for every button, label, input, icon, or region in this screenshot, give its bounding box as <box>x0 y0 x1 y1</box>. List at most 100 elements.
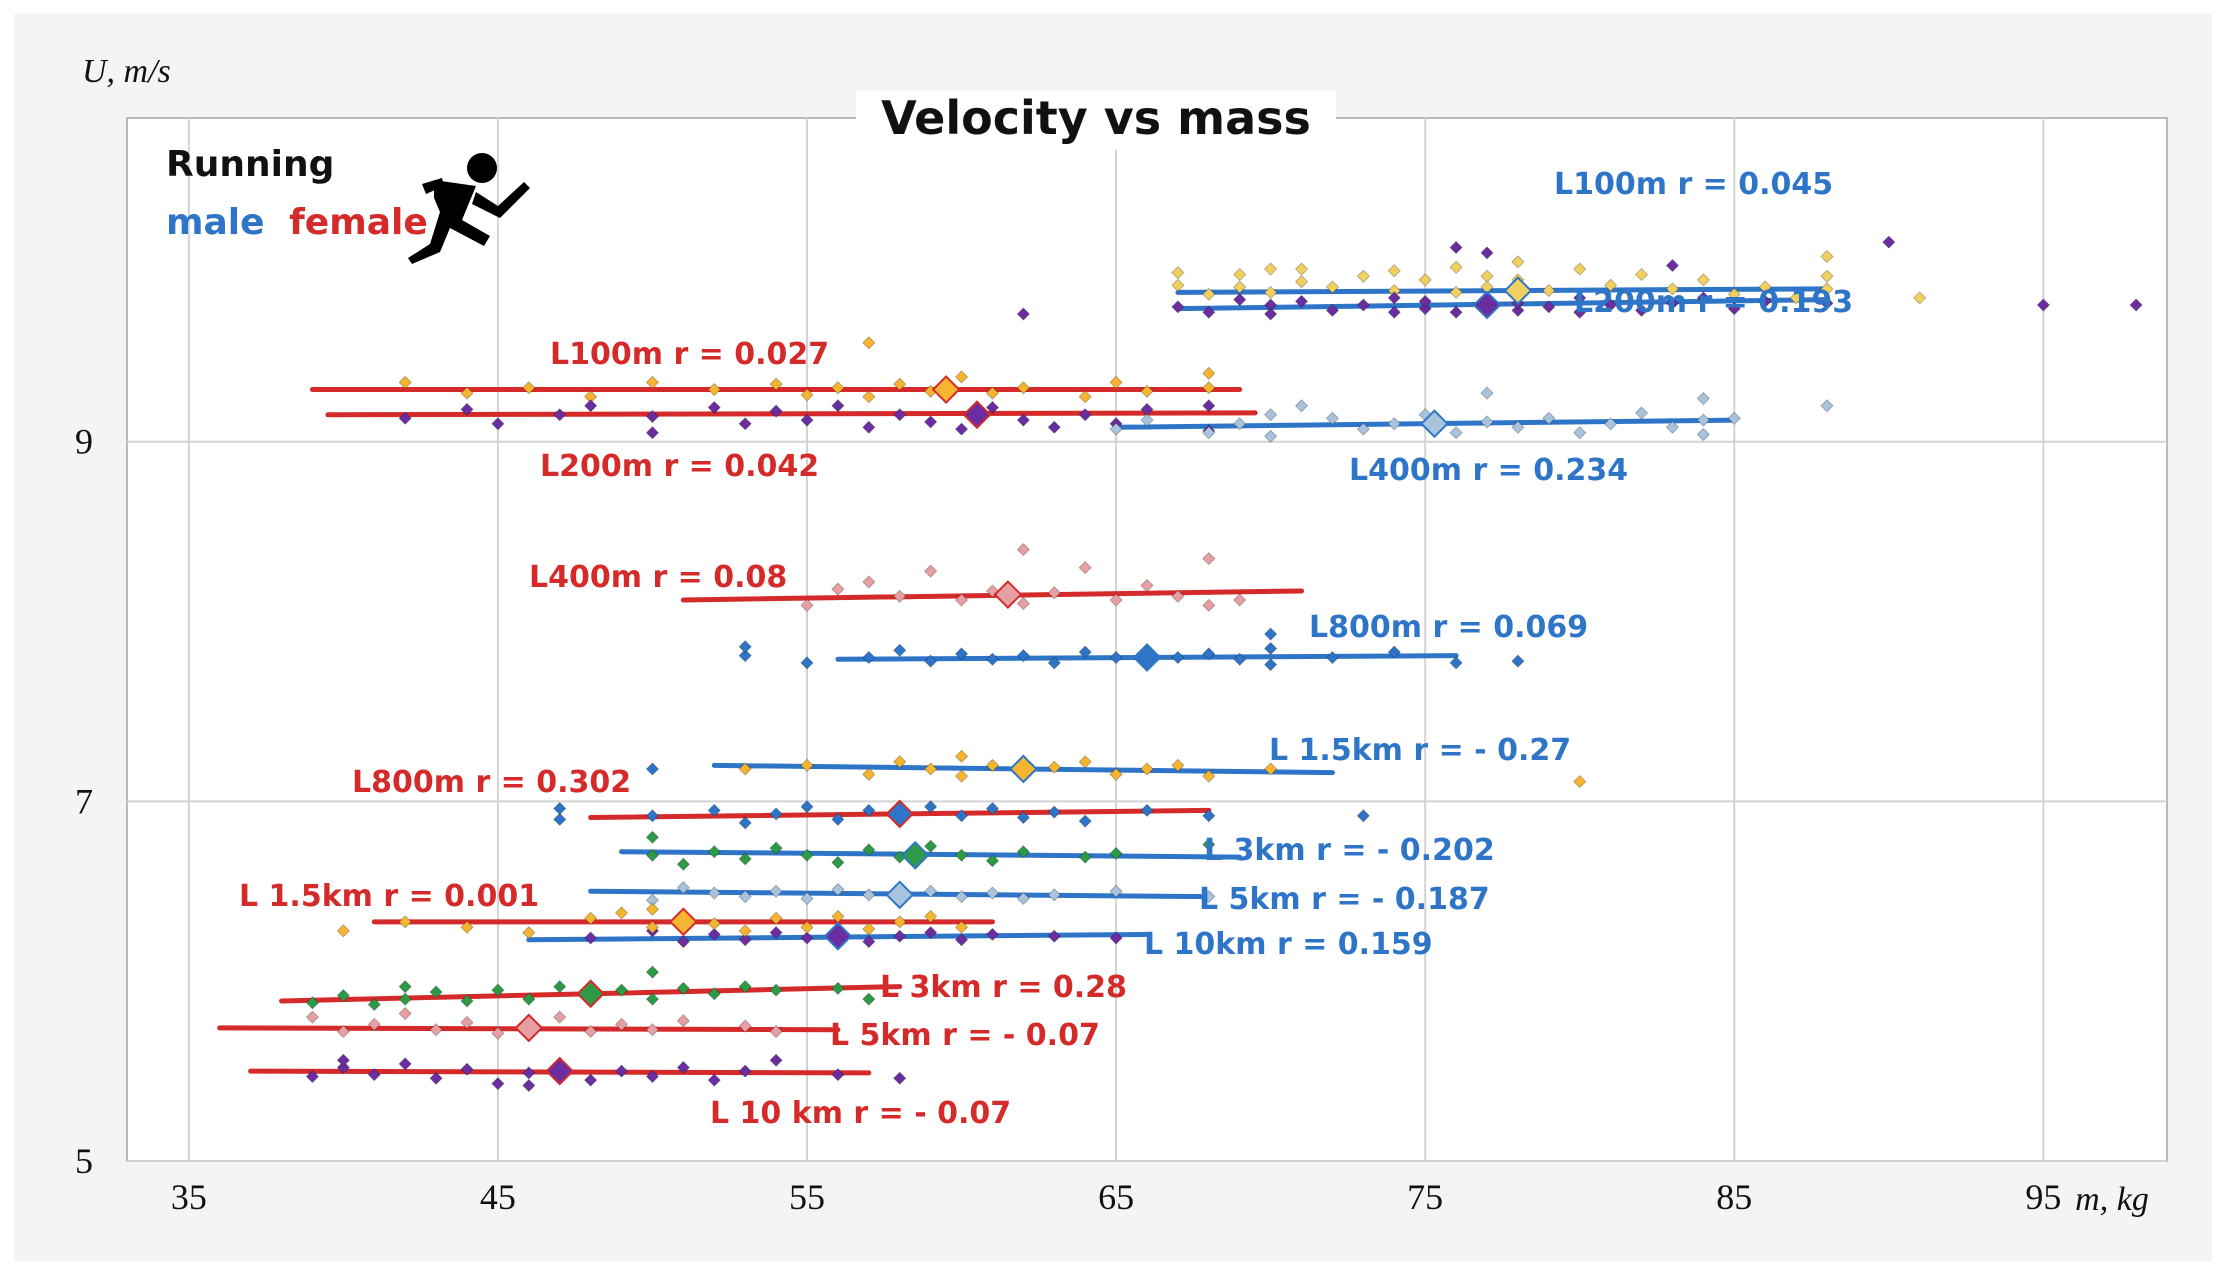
data-point <box>1202 769 1216 783</box>
data-point <box>2129 298 2143 312</box>
data-point <box>522 925 536 940</box>
data-point <box>985 386 1000 400</box>
data-point <box>583 911 598 925</box>
x-tick-label-0: 35 <box>171 1177 207 1217</box>
data-point <box>893 377 907 391</box>
data-point <box>522 1066 536 1080</box>
data-point <box>1573 262 1587 276</box>
legend-female: female <box>289 202 428 243</box>
data-point <box>1263 429 1278 444</box>
data-point <box>862 843 876 857</box>
data-point <box>738 1019 752 1033</box>
data-point <box>1418 273 1432 287</box>
data-point <box>491 416 505 431</box>
data-point <box>1449 656 1463 670</box>
data-point <box>1294 399 1309 413</box>
center-marker-4 <box>1420 409 1449 439</box>
data-point <box>336 924 351 938</box>
data-point <box>1016 307 1031 321</box>
data-point <box>769 841 783 855</box>
data-point <box>1202 647 1216 661</box>
chart-svg: L100m r = 0.045 L200m r = 0.193 L100m r = … <box>75 53 2168 1218</box>
data-point <box>1820 269 1834 283</box>
data-point <box>645 375 660 390</box>
data-point <box>893 915 907 929</box>
data-point <box>1820 399 1834 413</box>
data-point <box>862 336 876 350</box>
data-point <box>1573 291 1587 305</box>
data-point <box>831 381 845 395</box>
data-point <box>985 886 1000 900</box>
data-point <box>1016 413 1031 427</box>
series-label-8: L800m r = 0.302 <box>352 765 631 800</box>
data-point <box>893 1071 907 1085</box>
data-point <box>954 769 969 783</box>
data-point <box>1171 300 1185 314</box>
data-point <box>1325 303 1340 318</box>
data-point <box>1665 282 1680 296</box>
x-axis-label-text: m, kg <box>2075 1181 2149 1218</box>
data-point <box>1603 278 1618 292</box>
data-point <box>862 888 876 902</box>
data-point <box>1696 413 1711 427</box>
data-point <box>923 925 938 940</box>
data-point <box>553 1010 567 1024</box>
data-point <box>1665 258 1680 273</box>
data-point <box>1511 303 1525 318</box>
data-point <box>1171 278 1185 292</box>
series-label-0: L100m r = 0.045 <box>1554 167 1833 202</box>
data-point <box>985 758 1000 773</box>
data-point <box>1047 888 1061 902</box>
fit-line-0 <box>1175 286 1830 295</box>
data-point <box>1727 287 1741 301</box>
data-point <box>522 381 536 395</box>
title-background <box>856 90 1336 150</box>
data-point <box>1109 375 1123 390</box>
data-point <box>800 848 814 863</box>
data-point <box>1573 774 1587 789</box>
data-point <box>305 1010 320 1024</box>
series-label-15: L 10 km r = - 0.07 <box>710 1096 1011 1131</box>
data-point <box>985 652 1000 666</box>
data-point <box>645 409 660 424</box>
y-axis-label: U, m/s <box>82 53 171 90</box>
data-point <box>738 979 752 994</box>
data-point <box>398 979 412 994</box>
data-point <box>954 749 969 764</box>
data-point <box>1696 427 1711 442</box>
data-point <box>1171 650 1185 665</box>
data-point <box>923 415 938 429</box>
data-point <box>1016 542 1031 557</box>
data-point <box>1016 648 1031 663</box>
data-point <box>707 400 721 415</box>
data-point <box>954 920 969 934</box>
data-point <box>1634 267 1649 282</box>
fit-line-3 <box>325 410 1258 418</box>
data-point <box>1356 269 1371 283</box>
data-point <box>1696 273 1711 287</box>
data-point <box>614 906 629 920</box>
data-point <box>1696 391 1711 406</box>
data-point <box>862 420 876 435</box>
data-point <box>460 1062 474 1076</box>
data-point <box>985 400 1000 415</box>
x-axis-label: m, kg <box>2075 1181 2149 1218</box>
x-tick-label-2: 55 <box>789 1177 825 1217</box>
data-point <box>1109 650 1123 665</box>
data-point <box>831 855 845 870</box>
data-point <box>1263 657 1278 672</box>
data-point <box>1016 810 1031 825</box>
data-point <box>893 929 907 943</box>
data-point <box>1016 381 1031 395</box>
data-point <box>1294 262 1309 276</box>
x-tick-label-4: 75 <box>1407 1177 1443 1217</box>
data-point <box>1233 652 1247 666</box>
data-point <box>1356 422 1371 436</box>
data-point <box>491 983 505 997</box>
data-point <box>800 413 814 427</box>
data-point <box>800 388 814 402</box>
data-point <box>491 1076 505 1091</box>
data-point <box>1418 301 1432 316</box>
data-point <box>553 812 567 827</box>
data-point <box>707 1073 721 1087</box>
